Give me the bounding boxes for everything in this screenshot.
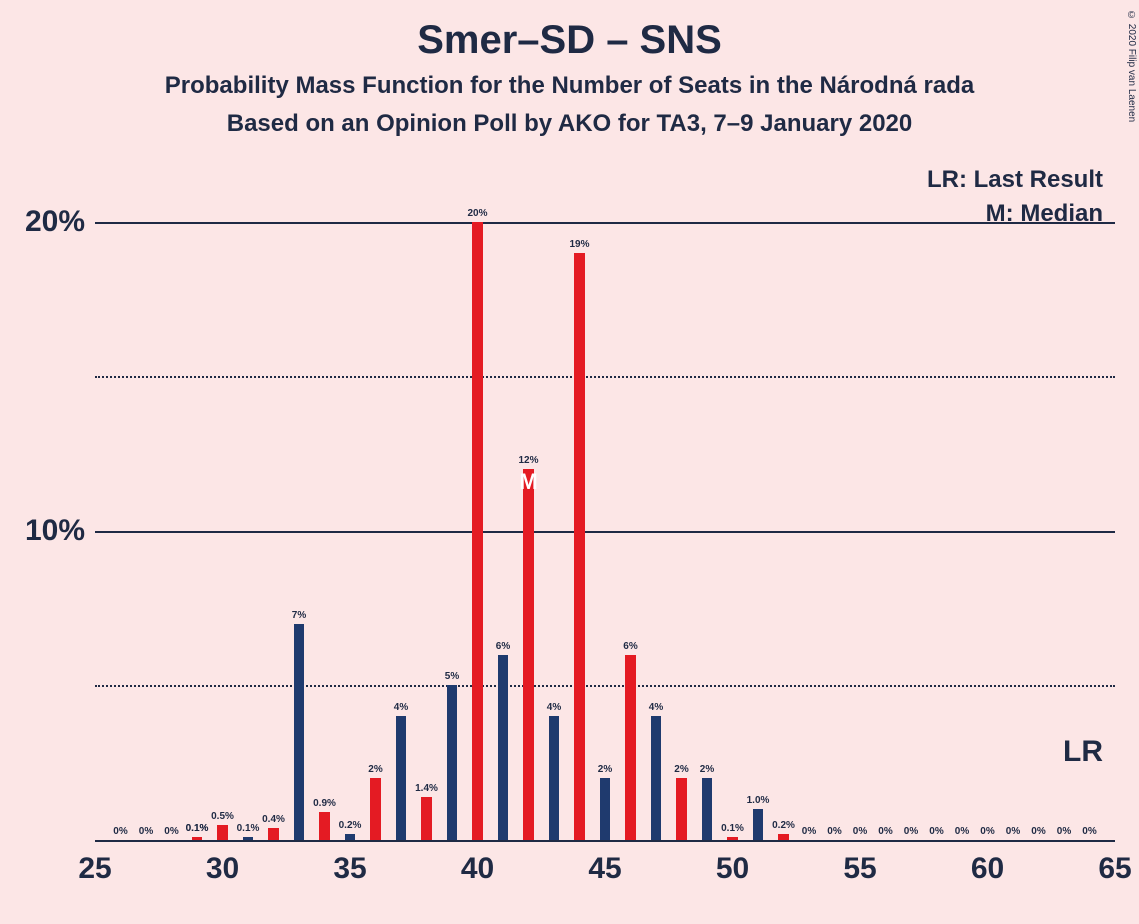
bar-value-label: 2%	[598, 764, 612, 775]
x-tick-label: 30	[206, 852, 239, 886]
bar-blue	[447, 685, 458, 840]
bar-value-label: 0.5%	[211, 811, 234, 822]
bar-value-label: 4%	[547, 702, 561, 713]
bar-value-label: 19%	[569, 239, 589, 250]
bar-value-label: 0%	[827, 826, 841, 837]
legend-last-result: LR: Last Result	[927, 166, 1103, 194]
bar-blue	[345, 834, 356, 840]
bar-value-label: 2%	[674, 764, 688, 775]
bar-value-label: 0.1%	[237, 823, 260, 834]
bar-red	[192, 837, 203, 840]
chart-title: Smer–SD – SNS	[0, 18, 1139, 63]
bar-value-label: 0%	[1057, 826, 1071, 837]
bar-value-label: 6%	[496, 641, 510, 652]
bar-blue	[243, 837, 254, 840]
bar-value-label: 4%	[649, 702, 663, 713]
bar-blue	[396, 716, 407, 840]
bar-red	[574, 253, 585, 840]
x-tick-label: 45	[588, 852, 621, 886]
bar-value-label: 1.0%	[747, 795, 770, 806]
bar-value-label: 4%	[394, 702, 408, 713]
bar-value-label: 6%	[623, 641, 637, 652]
bar-value-label: 0%	[164, 826, 178, 837]
bar-red	[217, 825, 228, 840]
x-tick-label: 35	[333, 852, 366, 886]
bar-red	[778, 834, 789, 840]
bar-value-label: 0%	[853, 826, 867, 837]
bar-value-label: 20%	[467, 208, 487, 219]
bar-blue	[294, 624, 305, 840]
bar-value-label: 0%	[929, 826, 943, 837]
bar-value-label: 5%	[445, 671, 459, 682]
bar-red	[421, 797, 432, 840]
bar-value-label: 0%	[139, 826, 153, 837]
bar-value-label: 0.1%	[721, 823, 744, 834]
bar-red	[625, 655, 636, 840]
bar-value-label: 2%	[368, 764, 382, 775]
bar-value-label: 2%	[700, 764, 714, 775]
plot-area: 10%20%2530354045505560650%0%0%0.1%0.1%0.…	[95, 160, 1115, 840]
bar-blue	[651, 716, 662, 840]
bar-blue	[549, 716, 560, 840]
bar-red	[676, 778, 687, 840]
bar-value-label: 0%	[1006, 826, 1020, 837]
bar-red	[472, 222, 483, 840]
bar-blue	[600, 778, 611, 840]
x-tick-label: 40	[461, 852, 494, 886]
gridline-minor	[95, 685, 1115, 687]
bar-value-label: 0%	[802, 826, 816, 837]
bar-blue	[498, 655, 509, 840]
bar-value-label: 0%	[980, 826, 994, 837]
chart-subtitle-1: Probability Mass Function for the Number…	[0, 72, 1139, 100]
bar-blue	[753, 809, 764, 840]
bar-value-label: 0.4%	[262, 814, 285, 825]
bar-value-label: 0%	[955, 826, 969, 837]
median-marker: M	[519, 469, 537, 495]
x-tick-label: 55	[843, 852, 876, 886]
bar-value-label: 0.2%	[339, 820, 362, 831]
legend-median: M: Median	[986, 200, 1103, 228]
bar-red	[727, 837, 738, 840]
x-tick-label: 25	[78, 852, 111, 886]
copyright-text: © 2020 Filip van Laenen	[1126, 10, 1137, 122]
bar-value-label: 0.1%	[186, 823, 209, 834]
gridline-major	[95, 531, 1115, 533]
x-tick-label: 50	[716, 852, 749, 886]
gridline-minor	[95, 376, 1115, 378]
bar-value-label: 12%	[518, 455, 538, 466]
bar-value-label: 0%	[1082, 826, 1096, 837]
bar-value-label: 1.4%	[415, 783, 438, 794]
y-tick-label: 10%	[5, 514, 85, 548]
y-tick-label: 20%	[5, 205, 85, 239]
gridline-major	[95, 222, 1115, 224]
x-tick-label: 65	[1098, 852, 1131, 886]
bar-red	[268, 828, 279, 840]
bar-value-label: 0%	[904, 826, 918, 837]
bar-red	[370, 778, 381, 840]
x-tick-label: 60	[971, 852, 1004, 886]
bar-red	[523, 469, 534, 840]
bar-value-label: 0.9%	[313, 798, 336, 809]
x-axis-baseline	[95, 840, 1115, 842]
last-result-label: LR	[1063, 735, 1103, 769]
bar-red	[319, 812, 330, 840]
bar-value-label: 0.2%	[772, 820, 795, 831]
bar-blue	[702, 778, 713, 840]
chart-subtitle-2: Based on an Opinion Poll by AKO for TA3,…	[0, 110, 1139, 138]
bar-value-label: 0%	[113, 826, 127, 837]
bar-value-label: 0%	[1031, 826, 1045, 837]
bar-value-label: 7%	[292, 610, 306, 621]
bar-value-label: 0%	[878, 826, 892, 837]
